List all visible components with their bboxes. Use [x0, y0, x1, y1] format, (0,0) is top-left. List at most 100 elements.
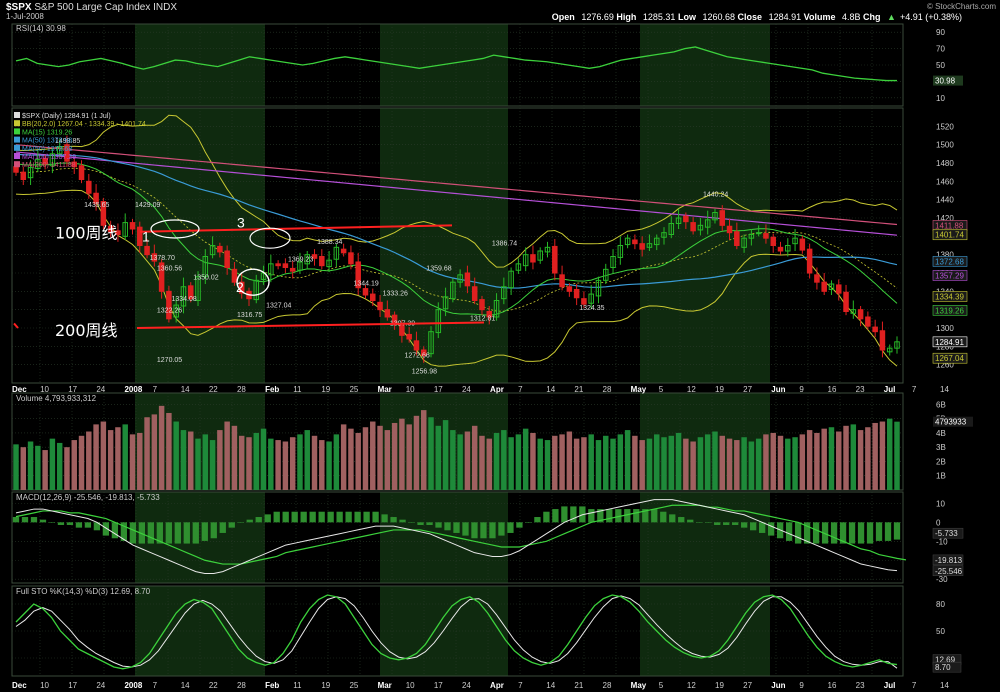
candle-body [195, 276, 201, 301]
candle-body [71, 161, 78, 168]
macd-histogram-bar [66, 522, 74, 525]
volume-bar [100, 421, 107, 490]
x-axis-label: 19 [715, 385, 724, 394]
macd-histogram-bar [237, 522, 244, 523]
price-right-box [932, 305, 968, 316]
candle-body [493, 300, 500, 318]
up-arrow-icon: ▲ [887, 12, 896, 22]
ma100-line [15, 151, 898, 236]
volume-last-box [933, 416, 973, 427]
macd-histogram-bar [444, 522, 451, 531]
volume-bar [464, 431, 471, 490]
volume-bar [646, 438, 653, 490]
credit-text: © StockCharts.com [926, 2, 996, 11]
volume-bar [260, 428, 267, 490]
volume-bar [821, 428, 827, 490]
macd-histogram-bar [875, 522, 883, 541]
macd-histogram-bar [812, 522, 820, 544]
candle-body [704, 219, 711, 228]
macd-histogram-bar [300, 511, 307, 523]
x-axis-label: 24 [96, 385, 105, 394]
volume-bar [697, 437, 704, 490]
volume-label: Volume [803, 12, 836, 22]
macd-histogram-bar [417, 522, 424, 525]
candle-body [857, 309, 864, 320]
candle-body [93, 192, 99, 204]
candle-body [224, 250, 230, 268]
candle-body [835, 284, 842, 294]
macd-histogram-bar [732, 522, 739, 525]
candle-body [289, 267, 296, 272]
candle-body [362, 288, 369, 296]
macd-histogram-bar [848, 522, 856, 544]
macd-histogram-bar [57, 522, 65, 525]
month-shading [135, 24, 770, 676]
ma200-line [15, 144, 898, 226]
macd-histogram-bar [633, 509, 640, 523]
volume-bar [377, 425, 383, 490]
candle-body [173, 304, 179, 318]
price-right-box [932, 291, 968, 302]
volume-bar [879, 421, 886, 490]
candle-body [107, 225, 114, 233]
volume-bar [129, 434, 136, 490]
volume-legend: Volume 4,793,933,312 [16, 394, 97, 403]
volume-bar [13, 444, 19, 490]
macd-histogram-bar [336, 511, 343, 523]
volume-bar [857, 430, 864, 490]
x-axis-label: 28 [603, 681, 612, 690]
macd-histogram-bar [534, 517, 541, 523]
volume-bar [588, 434, 594, 490]
candle-body [319, 256, 325, 267]
price-tick-label: 1380 [936, 251, 954, 260]
candle-body [457, 274, 463, 283]
open-value: 1276.69 [581, 12, 614, 22]
macd-histogram-bar [84, 522, 92, 528]
volume-tick-label: 4B [936, 429, 946, 438]
price-legend-entry: MA(15) 1319.26 [22, 129, 72, 136]
high-value: 1285.31 [642, 12, 676, 22]
macd-histogram-bar [839, 522, 847, 544]
volume-bar [675, 432, 682, 490]
price-tick-label: 1440 [936, 196, 954, 205]
macd-histogram-bar [785, 522, 793, 541]
x-axis-label: 24 [462, 681, 471, 690]
volume-bar [624, 430, 631, 490]
price-value-label: 1359.68 [426, 265, 451, 272]
month-shade-band [380, 108, 508, 383]
volume-bar [370, 421, 376, 490]
candle-body [697, 224, 704, 231]
candle-body [661, 232, 667, 238]
candle-body [49, 153, 56, 167]
macd-histogram-bar [156, 522, 163, 544]
x-axis-label: 21 [574, 385, 583, 394]
candle-body [86, 180, 92, 194]
candle-body [646, 243, 653, 248]
x-axis-label: Mar [378, 385, 392, 394]
candle-body [166, 290, 172, 320]
candle-body [573, 289, 580, 299]
volume-bar [20, 447, 27, 490]
x-axis-label: 10 [40, 385, 49, 394]
low-label: Low [677, 12, 696, 22]
macd-histogram-bar [174, 522, 181, 544]
macd-histogram-bar [857, 522, 865, 544]
macd-right-label: -25.546 [935, 567, 963, 576]
panel-legends: RSI(14) 30.98 $SPX (Daily) 1284.91 (1 Jul… [14, 24, 160, 596]
macd-histogram-bar [246, 519, 253, 523]
volume-bar [777, 435, 784, 490]
price-legend-entry: $SPX (Daily) 1284.91 (1 Jul) [22, 113, 111, 120]
candle-body [872, 326, 878, 333]
line-200-week [136, 321, 485, 329]
candle-body [122, 222, 128, 237]
sto-tick-label: 80 [936, 600, 945, 609]
candle-body [748, 234, 755, 239]
macd-right-box [932, 565, 964, 577]
x-axis-label: 11 [293, 385, 302, 394]
marker-number-1: 1 [142, 228, 150, 244]
price-panel-border [11, 107, 904, 384]
macd-histogram-bar [507, 522, 514, 533]
red-tick-mark [13, 322, 19, 329]
marker-number-2: 2 [236, 279, 244, 295]
volume-last-value: 4793933 [935, 418, 967, 427]
